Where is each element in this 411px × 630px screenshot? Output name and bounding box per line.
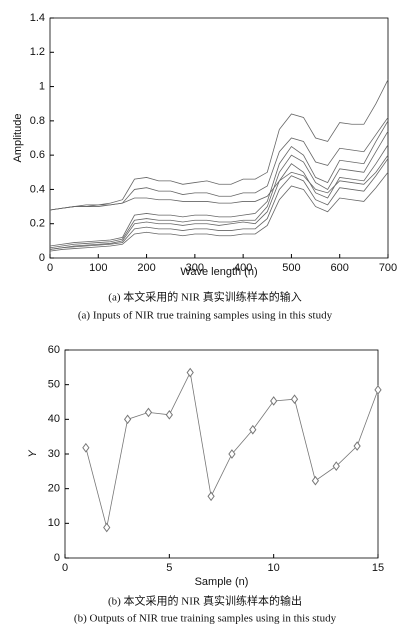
caption: (b) Outputs of NIR true training samples… [74, 613, 337, 625]
point-marker [270, 396, 278, 406]
point-marker [144, 407, 153, 418]
point-marker [290, 394, 299, 405]
point-marker [374, 385, 382, 395]
series-line [49, 172, 389, 252]
point-marker [228, 449, 236, 459]
y-tick-label: 50 [48, 379, 60, 391]
point-marker [311, 475, 320, 486]
series-line [49, 120, 389, 247]
caption: (a) Inputs of NIR true training samples … [78, 310, 333, 322]
x-tick-label: 200 [137, 262, 155, 274]
plot-frame [49, 17, 389, 259]
point-marker [186, 367, 194, 378]
series-line [49, 130, 389, 249]
y-tick-label: 1.2 [30, 46, 45, 58]
y-tick-label: 0.8 [30, 115, 45, 127]
y-tick-label: 1.4 [30, 12, 45, 24]
x-axis-label: Sample (n) [195, 576, 249, 588]
x-tick-label: 300 [186, 262, 204, 274]
plot-frame [64, 349, 379, 559]
point-marker [165, 409, 173, 420]
point-marker [82, 442, 90, 453]
y-tick-label: 60 [48, 344, 60, 356]
y-axis-label: Amplitude [12, 114, 24, 163]
series-line [49, 154, 389, 211]
y-tick-label: 0.4 [30, 183, 45, 195]
y-tick-label: 0.6 [30, 149, 45, 161]
x-tick-label: 0 [62, 562, 68, 574]
x-tick-label: 100 [89, 262, 107, 274]
point-marker [123, 414, 132, 425]
point-marker [332, 461, 340, 471]
series-line [49, 79, 389, 211]
x-tick-label: 400 [234, 262, 252, 274]
x-tick-label: 10 [268, 562, 280, 574]
y-tick-label: 0 [54, 552, 60, 564]
x-tick-label: 15 [372, 562, 384, 574]
x-tick-label: 0 [47, 262, 53, 274]
y-tick-label: 0.2 [30, 218, 45, 230]
point-marker [249, 424, 257, 435]
y-tick-label: 10 [48, 517, 60, 529]
x-tick-label: 700 [379, 262, 397, 274]
y-tick-label: 40 [48, 413, 60, 425]
y-tick-label: 20 [48, 483, 60, 495]
x-tick-label: 600 [331, 262, 349, 274]
point-marker [207, 491, 215, 502]
x-tick-label: 500 [282, 262, 300, 274]
point-marker [353, 441, 361, 451]
series-line [49, 117, 389, 211]
series-line [49, 158, 389, 250]
x-axis-label: Wave length (n) [180, 266, 257, 278]
y-axis-label: Y [27, 450, 39, 458]
caption: (a) 本文采用的 NIR 真实训练样本的输入 [108, 290, 301, 304]
x-tick-label: 5 [166, 562, 172, 574]
point-marker [103, 522, 111, 533]
y-tick-label: 0 [39, 252, 45, 264]
y-tick-label: 1 [39, 80, 45, 92]
series-line [49, 144, 389, 250]
caption: (b) 本文采用的 NIR 真实训练样本的输出 [108, 594, 302, 608]
y-tick-label: 30 [48, 448, 60, 460]
